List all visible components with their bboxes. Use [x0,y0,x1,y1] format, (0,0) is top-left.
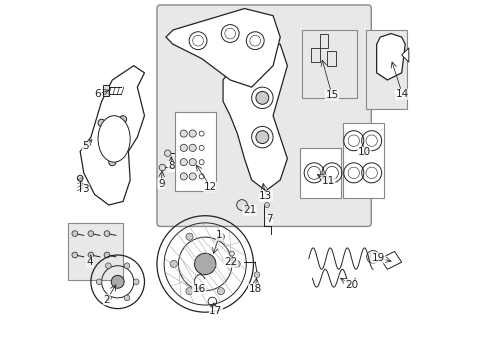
Circle shape [159,164,165,171]
Circle shape [119,116,126,123]
Circle shape [189,158,196,166]
Circle shape [229,251,234,256]
FancyBboxPatch shape [157,5,370,226]
Circle shape [170,260,177,267]
Bar [175,112,216,191]
Text: 15: 15 [325,90,338,100]
Circle shape [180,158,187,166]
Text: 16: 16 [192,284,205,294]
Text: 3: 3 [82,184,89,194]
Circle shape [254,272,259,278]
Circle shape [133,279,139,285]
Circle shape [180,130,187,137]
Circle shape [217,288,224,295]
Circle shape [185,288,193,295]
Circle shape [180,173,187,180]
Polygon shape [380,251,401,269]
Circle shape [255,91,268,104]
Text: 13: 13 [259,191,272,201]
Circle shape [88,252,94,258]
Text: 11: 11 [321,176,334,186]
Bar [103,85,108,96]
Circle shape [185,233,193,240]
Circle shape [189,173,196,180]
Polygon shape [376,33,405,80]
Bar [326,51,335,66]
Bar [299,148,340,198]
Circle shape [217,233,224,240]
Text: 19: 19 [371,253,384,263]
Circle shape [98,119,105,126]
Polygon shape [401,48,408,62]
Polygon shape [223,44,287,191]
Circle shape [105,263,111,269]
Circle shape [236,200,247,210]
Circle shape [366,250,379,263]
Circle shape [77,175,83,181]
Bar [319,33,328,48]
Bar [365,30,406,109]
Circle shape [104,231,110,237]
Text: 8: 8 [167,161,174,171]
Text: 9: 9 [158,179,164,189]
Circle shape [189,130,196,137]
Text: 5: 5 [82,141,89,151]
Circle shape [108,158,116,166]
Text: 1: 1 [216,230,223,240]
Circle shape [233,260,240,267]
Text: 21: 21 [243,205,256,215]
Text: 20: 20 [345,280,358,290]
Circle shape [96,279,102,285]
Circle shape [88,231,94,237]
Ellipse shape [98,116,130,162]
Text: 14: 14 [395,89,408,99]
Text: 22: 22 [224,257,237,267]
Text: 10: 10 [357,147,370,157]
Circle shape [255,131,268,144]
Circle shape [72,252,78,258]
Circle shape [180,144,187,152]
Text: 4: 4 [87,257,93,267]
Circle shape [105,295,111,301]
Circle shape [124,295,130,301]
Polygon shape [80,66,144,205]
Polygon shape [165,9,280,87]
Text: 6: 6 [95,89,101,99]
Circle shape [124,263,130,269]
Circle shape [104,252,110,258]
Bar [301,30,356,98]
Circle shape [189,144,196,152]
Circle shape [111,275,124,288]
Text: 7: 7 [265,214,272,224]
Bar [67,223,123,280]
Text: 18: 18 [248,284,261,294]
Circle shape [72,231,78,237]
Bar [310,48,319,62]
Circle shape [164,150,171,157]
Bar [342,123,383,198]
Circle shape [264,203,269,207]
Text: 17: 17 [209,306,222,316]
Circle shape [194,253,216,275]
Text: 12: 12 [203,182,217,192]
Text: 2: 2 [103,295,110,305]
